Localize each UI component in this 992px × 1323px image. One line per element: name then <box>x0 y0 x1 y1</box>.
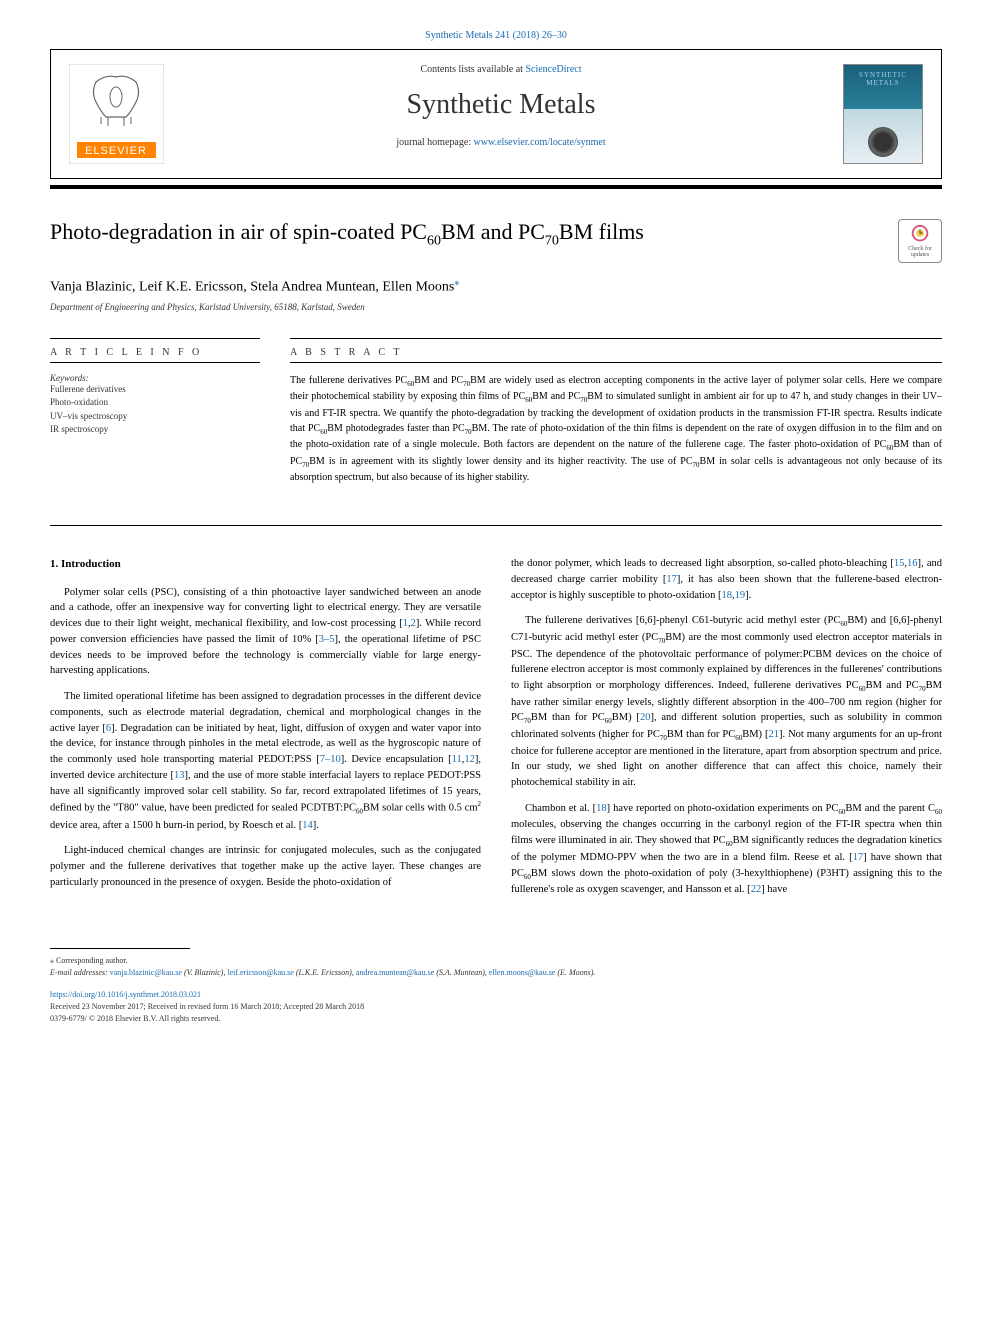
homepage-link[interactable]: www.elsevier.com/locate/synmet <box>474 137 606 148</box>
citation-link[interactable]: 18 <box>596 803 607 814</box>
abstract-text: The fullerene derivatives PC60BM and PC7… <box>290 373 942 486</box>
citation-link[interactable]: 22 <box>751 884 762 895</box>
keywords-list: Fullerene derivativesPhoto-oxidationUV–v… <box>50 383 260 437</box>
received-dates: Received 23 November 2017; Received in r… <box>50 1001 942 1013</box>
copyright: 0379-6779/ © 2018 Elsevier B.V. All righ… <box>50 1013 942 1025</box>
citation-link[interactable]: 19 <box>735 590 746 601</box>
intro-heading: 1. Introduction <box>50 556 481 573</box>
article-info-column: A R T I C L E I N F O Keywords: Fulleren… <box>50 338 260 486</box>
body-para: The limited operational lifetime has bee… <box>50 689 481 833</box>
email-link[interactable]: leif.ericsson@kau.se <box>227 968 293 977</box>
body-para: the donor polymer, which leads to decrea… <box>511 556 942 603</box>
sciencedirect-link[interactable]: ScienceDirect <box>525 64 581 75</box>
check-updates-badge[interactable]: Check for updates <box>898 219 942 263</box>
citation-link[interactable]: 7–10 <box>320 754 341 765</box>
authors: Vanja Blazinic, Leif K.E. Ericsson, Stel… <box>50 277 942 296</box>
svg-text:ELSEVIER: ELSEVIER <box>85 145 147 157</box>
corresponding-marker: ⁎ <box>454 277 459 288</box>
footer: ⁎ Corresponding author. E-mail addresses… <box>50 948 942 1025</box>
citation-link[interactable]: 15 <box>894 558 905 569</box>
citation-link[interactable]: 17 <box>666 574 677 585</box>
doi-link[interactable]: https://doi.org/10.1016/j.synthmet.2018.… <box>50 989 942 1001</box>
body-left-column: 1. Introduction Polymer solar cells (PSC… <box>50 556 481 908</box>
homepage-line: journal homepage: www.elsevier.com/locat… <box>181 137 821 148</box>
journal-name: Synthetic Metals <box>181 89 821 121</box>
citation-link[interactable]: 14 <box>302 820 313 831</box>
email-link[interactable]: andrea.muntean@kau.se <box>356 968 434 977</box>
citation-link[interactable]: 12 <box>464 754 475 765</box>
body-right-column: the donor polymer, which leads to decrea… <box>511 556 942 908</box>
header-box: ELSEVIER SYNTHETIC METALS Contents lists… <box>50 49 942 179</box>
journal-citation: Synthetic Metals 241 (2018) 26–30 <box>50 30 942 41</box>
citation-link[interactable]: 16 <box>907 558 918 569</box>
body-para: Chambon et al. [18] have reported on pho… <box>511 801 942 898</box>
body-para: Polymer solar cells (PSC), consisting of… <box>50 585 481 680</box>
keywords-label: Keywords: <box>50 373 260 383</box>
abstract-label: A B S T R A C T <box>290 347 942 358</box>
citation-link[interactable]: 3–5 <box>319 634 335 645</box>
body-para: The fullerene derivatives [6,6]-phenyl C… <box>511 613 942 790</box>
citation-link[interactable]: 13 <box>174 770 185 781</box>
corresponding-note: ⁎ Corresponding author. <box>50 955 942 967</box>
citation-link[interactable]: 21 <box>769 729 780 740</box>
body-rule <box>50 525 942 526</box>
affiliation: Department of Engineering and Physics, K… <box>50 302 942 312</box>
thick-rule <box>50 185 942 189</box>
journal-cover-icon: SYNTHETIC METALS <box>843 64 923 164</box>
elsevier-logo: ELSEVIER <box>69 64 164 164</box>
citation-link[interactable]: 17 <box>853 852 864 863</box>
email-link[interactable]: vanja.blazinic@kau.se <box>110 968 182 977</box>
email-line: E-mail addresses: vanja.blazinic@kau.se … <box>50 967 942 979</box>
abstract-column: A B S T R A C T The fullerene derivative… <box>290 338 942 486</box>
contents-line: Contents lists available at ScienceDirec… <box>181 64 821 75</box>
citation-link[interactable]: 18 <box>722 590 733 601</box>
article-title: Photo-degradation in air of spin-coated … <box>50 219 878 249</box>
email-link[interactable]: ellen.moons@kau.se <box>489 968 555 977</box>
body-para: Light-induced chemical changes are intri… <box>50 843 481 890</box>
article-info-label: A R T I C L E I N F O <box>50 347 260 358</box>
citation-link[interactable]: 11 <box>452 754 462 765</box>
citation-link[interactable]: 20 <box>640 712 651 723</box>
